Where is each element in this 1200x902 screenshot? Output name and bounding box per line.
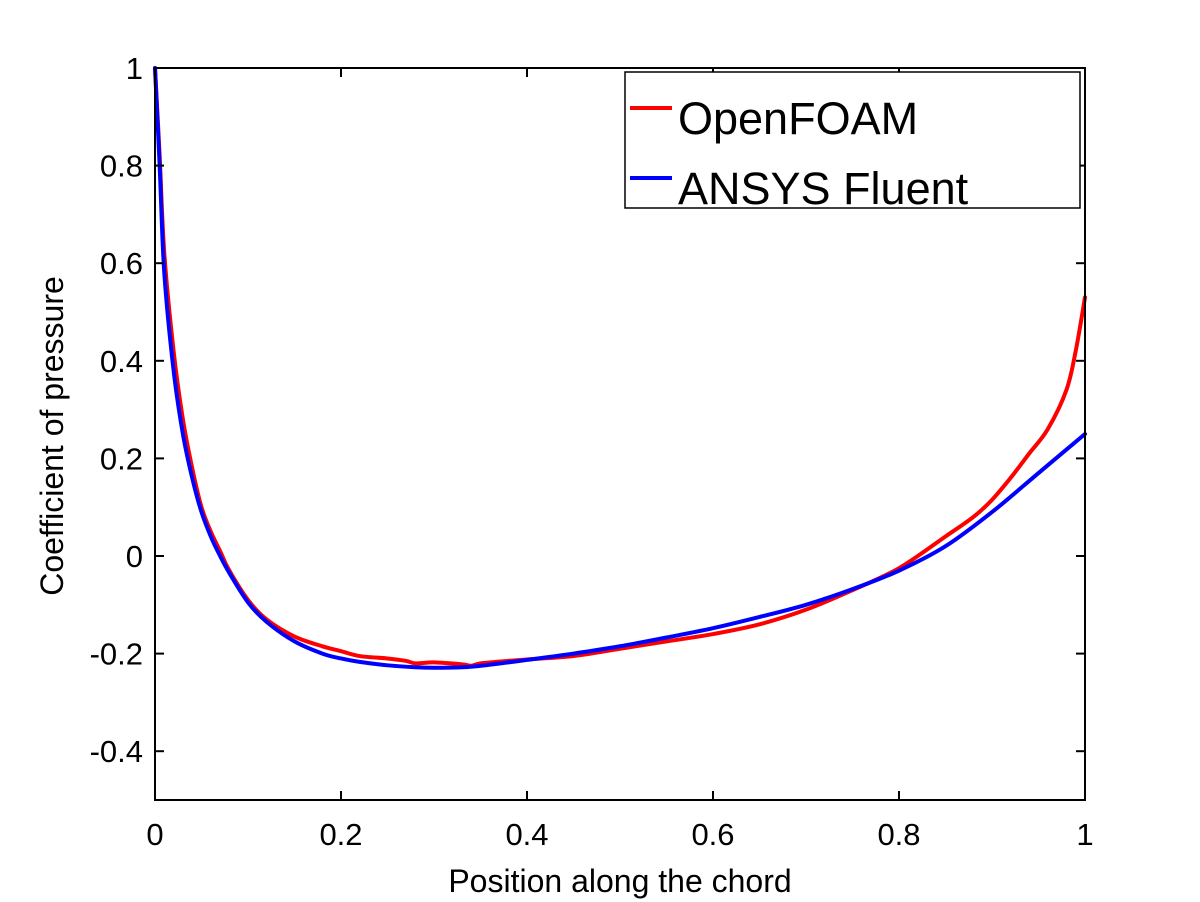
series-line-ansys-fluent xyxy=(153,66,1087,670)
x-tick-label: 0.6 xyxy=(691,817,734,852)
y-tick-label: 0.2 xyxy=(100,441,143,476)
y-tick-label: 0.8 xyxy=(100,149,143,184)
x-tick-label: 0 xyxy=(146,817,163,852)
y-axis-label: Coefficient of pressure xyxy=(34,276,70,596)
axes-box xyxy=(154,67,1086,801)
x-tick-label: 0.2 xyxy=(319,817,362,852)
x-axis-label: Position along the chord xyxy=(448,863,791,899)
legend-box xyxy=(624,71,1081,209)
y-tick-label: 0.4 xyxy=(100,344,143,379)
ticks-layer: 0 0.2 0.4 0.6 0.8 1 -0.4 -0.2 0 0.2 0.4 0.6 0.8 1 xyxy=(90,51,1094,852)
y-tick-label: -0.2 xyxy=(90,637,143,672)
legend: OpenFOAM ANSYS Fluent xyxy=(624,71,1081,214)
legend-entry: OpenFOAM xyxy=(678,93,918,144)
y-tick-label: 0.6 xyxy=(100,246,143,281)
x-tick-label: 1 xyxy=(1076,817,1093,852)
legend-entry: ANSYS Fluent xyxy=(678,163,969,214)
x-tick-label: 0.8 xyxy=(877,817,920,852)
x-tick-label: 0.4 xyxy=(505,817,548,852)
y-tick-label: -0.4 xyxy=(90,734,143,769)
series-layer xyxy=(153,66,1087,670)
y-tick-label: 1 xyxy=(126,51,143,86)
y-tick-label: 0 xyxy=(126,539,143,574)
